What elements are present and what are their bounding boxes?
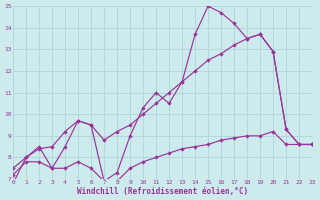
X-axis label: Windchill (Refroidissement éolien,°C): Windchill (Refroidissement éolien,°C) — [77, 187, 248, 196]
